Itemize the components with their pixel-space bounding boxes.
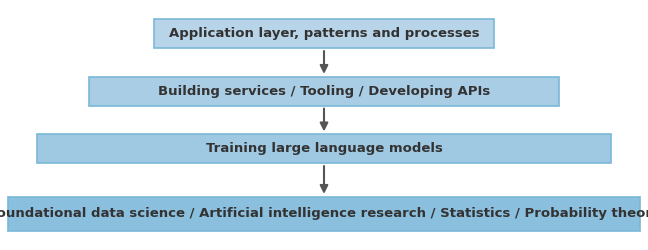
FancyBboxPatch shape [8, 197, 640, 230]
Text: Building services / Tooling / Developing APIs: Building services / Tooling / Developing… [158, 85, 490, 98]
FancyBboxPatch shape [89, 77, 559, 106]
FancyBboxPatch shape [154, 20, 494, 48]
FancyBboxPatch shape [37, 134, 610, 163]
Text: Application layer, patterns and processes: Application layer, patterns and processe… [168, 27, 480, 40]
Text: Training large language models: Training large language models [205, 142, 443, 155]
Text: Foundational data science / Artificial intelligence research / Statistics / Prob: Foundational data science / Artificial i… [0, 207, 648, 220]
